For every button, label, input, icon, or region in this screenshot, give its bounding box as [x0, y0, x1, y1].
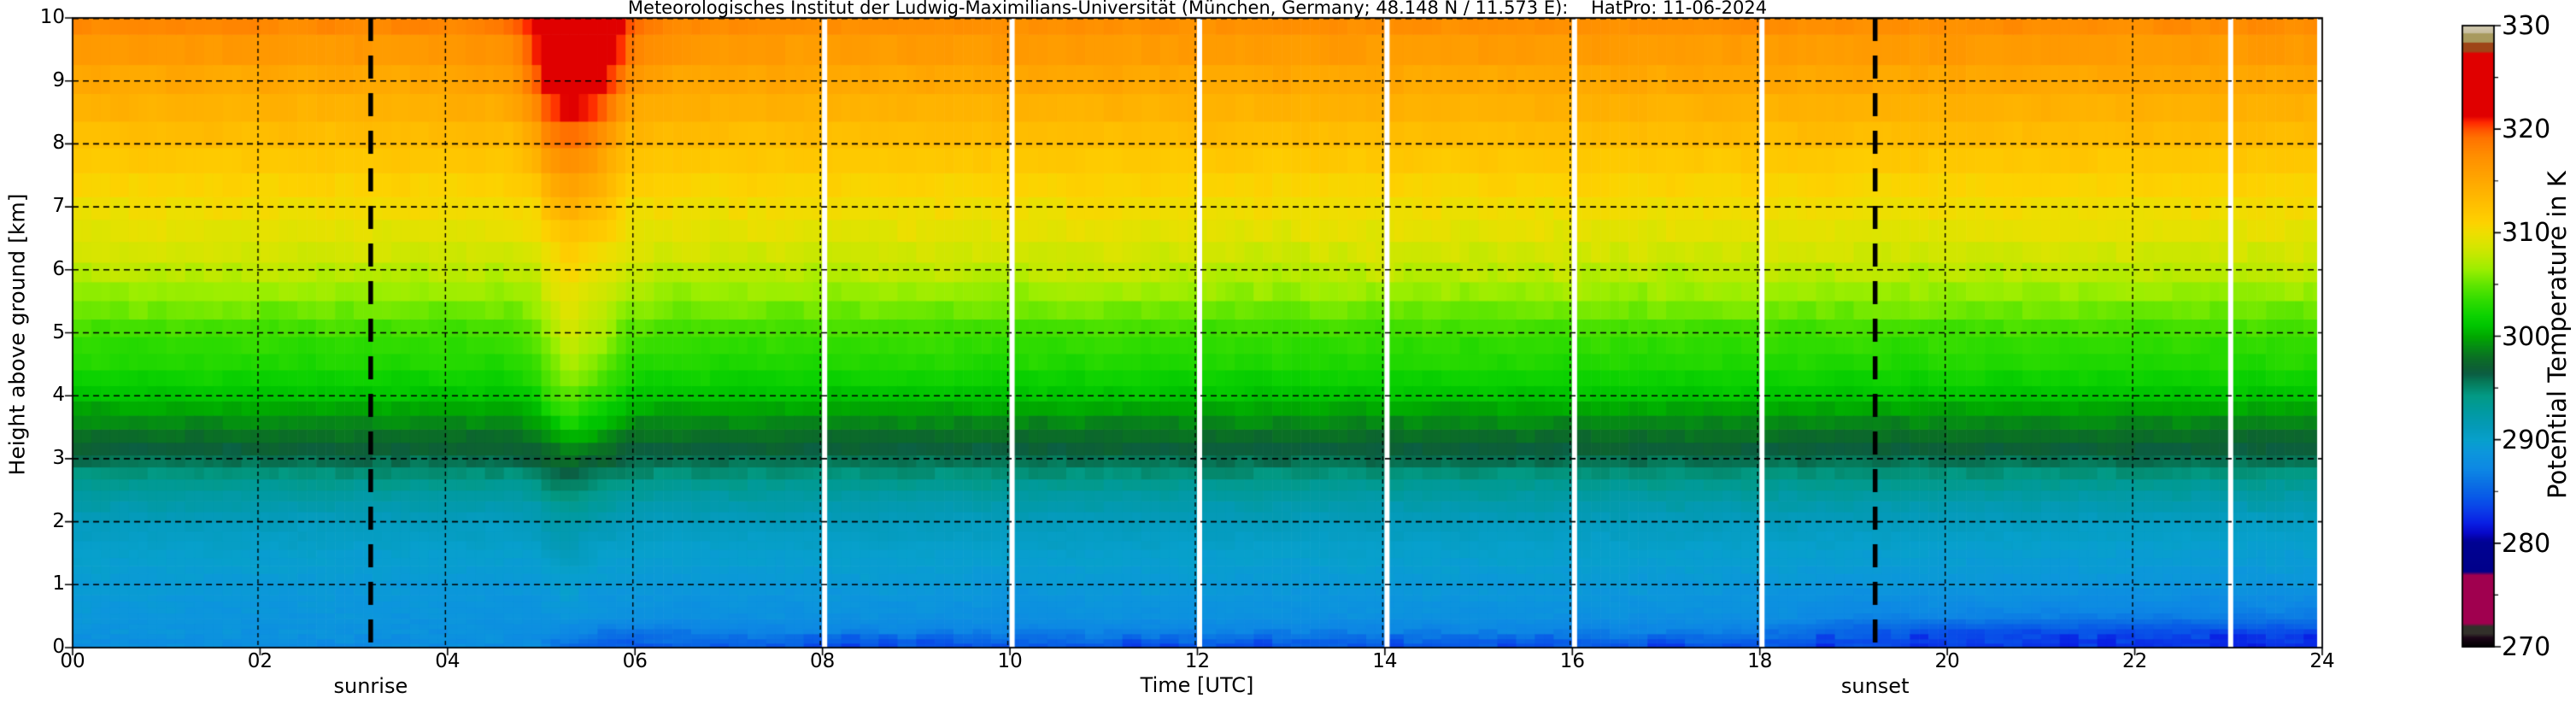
colorbar-tick-label: 300	[2502, 321, 2551, 352]
y-tick-label: 5	[52, 320, 65, 343]
x-tick-label: 10	[997, 650, 1023, 672]
y-tick-label: 7	[52, 195, 65, 218]
y-tick-label: 4	[52, 384, 65, 407]
x-tick-label: 18	[1747, 650, 1773, 672]
colorbar-tick-label: 290	[2502, 425, 2551, 455]
y-tick-label: 3	[52, 446, 65, 469]
y-tick-label: 8	[52, 132, 65, 155]
x-tick-label: 02	[247, 650, 273, 672]
x-tick-label: 24	[2309, 650, 2335, 672]
x-tick-label: 06	[622, 650, 648, 672]
colorbar-tick-label: 310	[2502, 218, 2551, 249]
y-tick-label: 1	[52, 572, 65, 595]
y-tick-label: 0	[52, 636, 65, 658]
y-tick-label: 10	[39, 6, 65, 28]
x-tick-label: 08	[810, 650, 836, 672]
x-tick-label: 22	[2121, 650, 2148, 672]
x-tick-label: 04	[435, 650, 461, 672]
x-tick-label: 14	[1372, 650, 1398, 672]
sunrise-annotation: sunrise	[333, 674, 408, 698]
colorbar-tick-label: 320	[2502, 114, 2551, 145]
x-tick-label: 00	[60, 650, 85, 672]
x-tick-label: 12	[1184, 650, 1211, 672]
x-axis-label: Time [UTC]	[1140, 673, 1254, 697]
y-tick-label: 6	[52, 257, 65, 280]
y-tick-label: 9	[52, 68, 65, 91]
colorbar-tick-label: 280	[2502, 528, 2551, 559]
x-tick-label: 16	[1559, 650, 1585, 672]
colorbar-tick-label: 330	[2502, 11, 2551, 41]
plot-title: Meteorologisches Institut der Ludwig-Max…	[627, 0, 1768, 18]
colorbar-tick-label: 270	[2502, 632, 2551, 662]
sunset-annotation: sunset	[1840, 674, 1910, 698]
x-tick-label: 20	[1934, 650, 1960, 672]
y-tick-label: 2	[52, 509, 65, 532]
